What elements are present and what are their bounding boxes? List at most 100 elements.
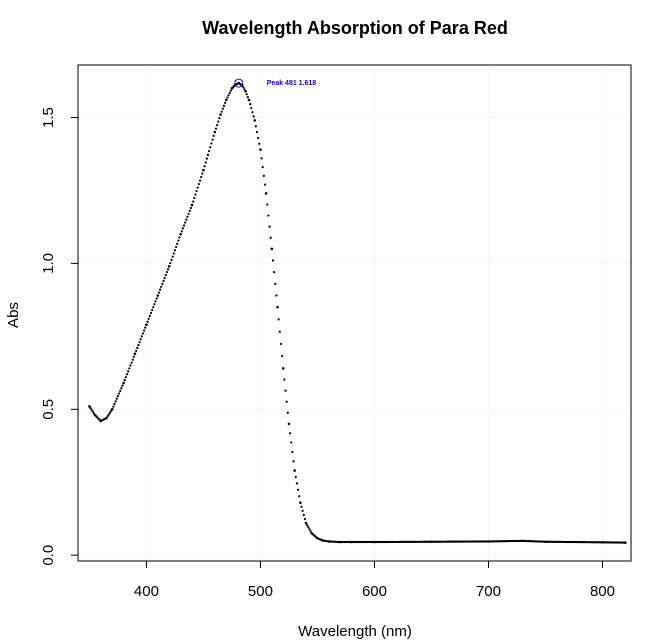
data-point xyxy=(223,101,227,105)
data-point xyxy=(250,107,253,110)
data-point xyxy=(294,475,297,479)
data-point xyxy=(137,343,140,347)
data-point xyxy=(228,91,231,95)
data-point xyxy=(188,209,191,212)
chart-title: Wavelength Absorption of Para Red xyxy=(202,18,508,38)
data-point xyxy=(136,346,139,350)
data-point xyxy=(218,117,221,120)
data-point xyxy=(130,361,133,364)
data-point xyxy=(131,358,134,361)
data-point xyxy=(205,157,208,160)
data-point xyxy=(303,517,307,521)
x-tick-label: 800 xyxy=(590,583,615,600)
data-point xyxy=(284,389,287,392)
data-point xyxy=(140,335,143,338)
data-point xyxy=(112,405,115,408)
peak-label: Peak 481 1.618 xyxy=(267,80,317,87)
x-tick-label: 400 xyxy=(134,583,159,600)
data-point xyxy=(127,370,130,373)
data-point xyxy=(90,408,93,411)
data-point xyxy=(244,89,247,93)
data-point xyxy=(187,212,190,215)
data-point xyxy=(264,192,268,195)
data-point xyxy=(220,110,223,113)
data-point xyxy=(91,410,94,413)
data-point xyxy=(271,259,275,262)
y-tick-label: 1.0 xyxy=(40,253,57,274)
data-point xyxy=(119,389,122,393)
data-point xyxy=(120,387,123,390)
data-point xyxy=(258,142,261,145)
data-point xyxy=(209,146,212,149)
data-point xyxy=(110,407,114,411)
data-point xyxy=(160,285,163,288)
data-point xyxy=(245,93,248,96)
y-tick-label: 0.0 xyxy=(40,545,57,566)
data-point xyxy=(176,242,179,245)
data-point xyxy=(182,224,186,227)
data-point xyxy=(139,338,142,341)
data-point xyxy=(108,411,112,414)
data-point xyxy=(123,379,126,382)
data-point xyxy=(268,225,271,228)
data-point xyxy=(242,86,245,89)
data-point xyxy=(105,416,108,420)
data-point xyxy=(179,232,182,236)
data-point xyxy=(243,88,246,91)
data-point xyxy=(201,172,204,175)
data-point xyxy=(309,530,312,533)
data-point xyxy=(308,528,311,531)
data-point xyxy=(163,276,166,280)
data-point xyxy=(156,294,160,297)
data-point xyxy=(259,148,262,151)
data-point xyxy=(219,113,222,116)
data-point xyxy=(260,157,263,160)
data-point xyxy=(224,98,228,102)
data-point xyxy=(274,282,277,285)
data-point xyxy=(266,203,269,206)
data-point xyxy=(301,509,304,512)
data-point xyxy=(203,165,206,168)
data-point xyxy=(217,120,220,123)
data-point xyxy=(279,342,283,346)
data-point xyxy=(122,381,125,385)
data-point xyxy=(181,227,184,230)
data-point xyxy=(293,469,296,472)
data-point xyxy=(195,189,198,193)
data-point xyxy=(197,182,200,186)
x-tick-label: 500 xyxy=(248,583,273,600)
grid xyxy=(78,65,631,561)
data-point xyxy=(190,203,194,207)
data-point xyxy=(92,412,96,415)
data-point xyxy=(169,262,172,265)
data-point xyxy=(196,186,199,189)
data-point xyxy=(252,115,255,118)
y-axis: 0.0 0.5 1.0 1.5 xyxy=(40,107,78,566)
data-point xyxy=(178,236,181,239)
data-point xyxy=(113,402,116,406)
data-point xyxy=(116,395,120,398)
data-point xyxy=(106,415,109,418)
data-point xyxy=(288,432,292,435)
data-point xyxy=(292,460,295,463)
data-point xyxy=(151,308,154,312)
data-point xyxy=(226,96,229,99)
data-point xyxy=(285,400,288,403)
data-point xyxy=(283,378,286,381)
data-point xyxy=(194,193,197,196)
data-point xyxy=(304,521,308,525)
y-tick-label: 1.5 xyxy=(40,107,57,128)
data-point xyxy=(287,422,291,426)
data-point xyxy=(213,130,217,134)
data-point xyxy=(210,142,213,145)
data-point xyxy=(167,265,171,268)
data-point xyxy=(153,303,156,306)
data-point xyxy=(157,291,161,294)
data-point xyxy=(158,288,162,291)
data-point xyxy=(253,119,257,122)
peak-annotation: Peak 481 1.618 xyxy=(234,78,317,88)
data-points xyxy=(88,81,627,544)
data-point xyxy=(267,214,270,217)
x-tick-label: 600 xyxy=(362,583,387,600)
data-point xyxy=(146,320,149,323)
